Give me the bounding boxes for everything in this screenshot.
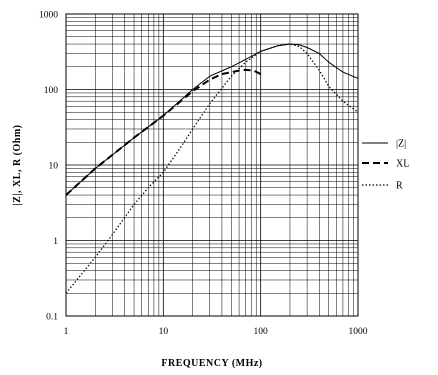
legend-label: |Z| [396,139,406,150]
y-tick-label: 1 [53,237,58,247]
series-line-2 [65,43,359,294]
legend: |Z| XL R [362,139,409,192]
plot-frame [65,13,359,317]
y-tick-label: 100 [44,86,59,96]
axis-ticks: 1 10 100 1000 0.1 1 10 100 1000 [39,11,368,338]
chart-grid [66,14,358,316]
x-tick-label: 1000 [349,327,368,337]
y-tick-label: 0.1 [46,313,58,323]
legend-label: XL [396,159,409,170]
x-tick-label: 10 [159,327,169,337]
y-axis-label: |Z|, XL, R (Ohm) [12,124,23,205]
legend-label: R [396,181,403,192]
series-line-1 [65,68,262,196]
y-tick-label: 1000 [39,11,58,21]
x-tick-label: 100 [254,327,269,337]
series-group [65,43,359,294]
x-axis-label: FREQUENCY (MHz) [161,358,262,369]
y-tick-label: 10 [49,162,59,172]
x-tick-label: 1 [64,327,69,337]
